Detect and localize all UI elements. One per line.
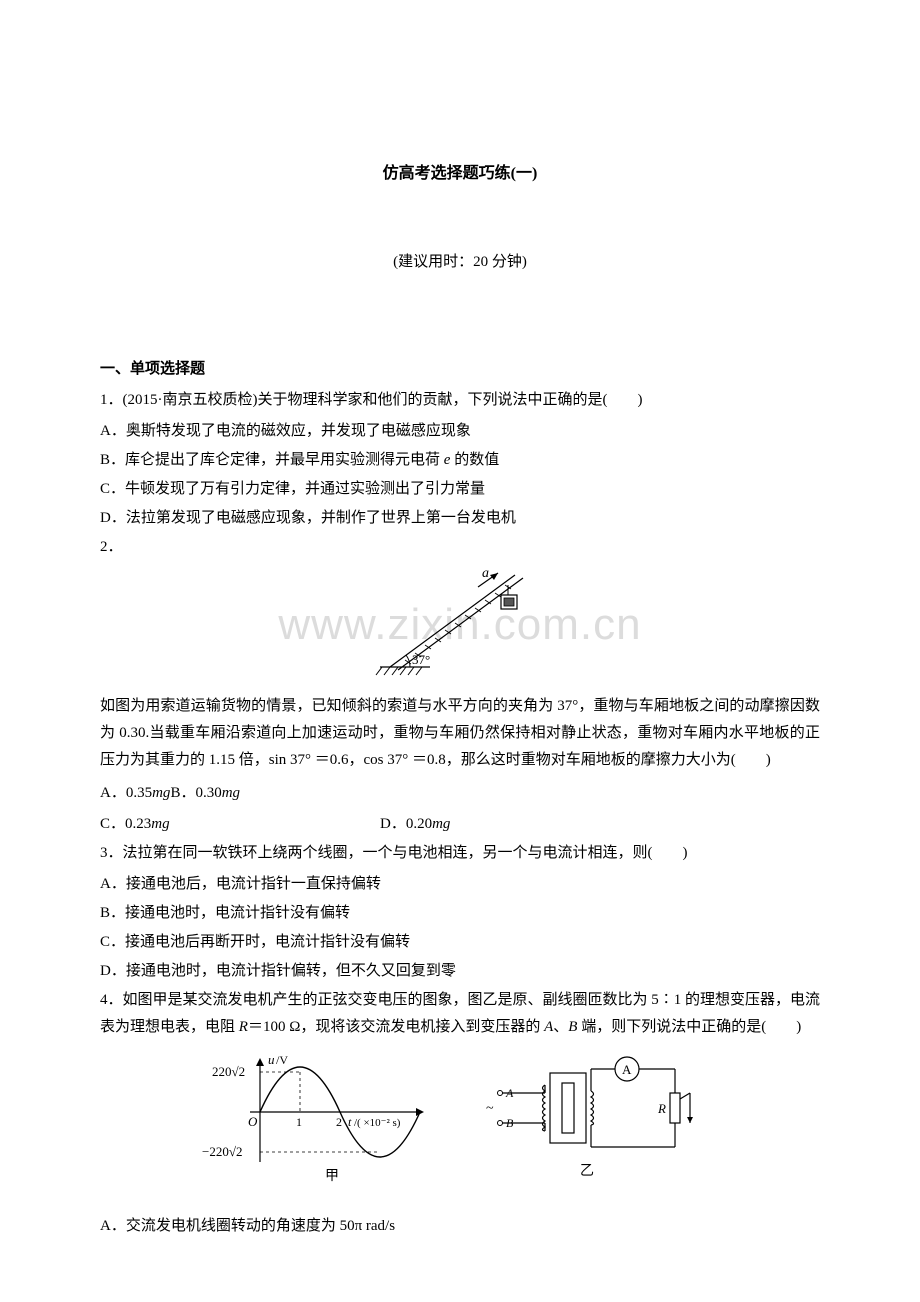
q2-opt-d: D．0.20mg — [380, 811, 450, 838]
arrow-label: a — [482, 567, 489, 581]
q2-row2: C．0.23mg D．0.20mg — [100, 809, 820, 840]
q2-stem: 如图为用索道运输货物的情景，已知倾斜的索道与水平方向的夹角为 37°，重物与车厢… — [100, 693, 820, 774]
section-header: 一、单项选择题 — [100, 356, 820, 383]
svg-text:/( ×10⁻² s): /( ×10⁻² s) — [354, 1117, 401, 1129]
y-top-label: 220√2 — [212, 1064, 245, 1079]
q3-opt-a: A．接通电池后，电流计指针一直保持偏转 — [100, 871, 820, 898]
q2-d-pre: D．0.20 — [380, 816, 432, 832]
y-bot-label: −220√2 — [202, 1144, 242, 1159]
q2-num: 2． — [100, 534, 820, 561]
q2-opt-c: C．0.23mg — [100, 811, 380, 838]
q2-opt-a: A．0.35mg — [100, 780, 170, 807]
q4-A: A — [544, 1019, 553, 1035]
ammeter-label: A — [622, 1062, 632, 1077]
caption-left: 甲 — [325, 1169, 339, 1184]
y-axis-label: u — [268, 1052, 275, 1067]
q1-stem: 1．(2015·南京五校质检)关于物理科学家和他们的贡献，下列说法中正确的是( … — [100, 387, 820, 414]
q1-b-post: 的数值 — [450, 452, 499, 468]
svg-text:t: t — [348, 1115, 352, 1129]
q3-stem: 3．法拉第在同一软铁环上绕两个线圈，一个与电池相连，另一个与电流计相连，则( ) — [100, 840, 820, 867]
svg-text:/V: /V — [276, 1053, 288, 1067]
q3-opt-d: D．接通电池时，电流计指针偏转，但不久又回复到零 — [100, 958, 820, 985]
q4-stem: 4．如图甲是某交流发电机产生的正弦交变电压的图象，图乙是原、副线圈匝数比为 5∶… — [100, 987, 820, 1041]
q4-figure: u /V 220√2 −220√2 O 1 2 t /( ×10⁻² s) 甲 … — [100, 1047, 820, 1207]
q1-opt-c: C．牛顿发现了万有引力定律，并通过实验测出了引力常量 — [100, 476, 820, 503]
q2-b-it: mg — [222, 785, 240, 801]
q1-opt-d: D．法拉第发现了电磁感应现象，并制作了世界上第一台发电机 — [100, 505, 820, 532]
q2-a-pre: A．0.35 — [100, 785, 152, 801]
q4-post: 端，则下列说法中正确的是( ) — [577, 1019, 801, 1035]
angle-label: 37° — [412, 652, 430, 667]
q2-row1: A．0.35mg B．0.30mg — [100, 778, 820, 809]
q2-c-pre: C．0.23 — [100, 816, 151, 832]
q1-b-pre: B．库仑提出了库仑定律，并最早用实验测得元电荷 — [100, 452, 444, 468]
q4-mid2: 、 — [553, 1019, 568, 1035]
q2-b-pre: B．0.30 — [170, 785, 221, 801]
page-subtitle: (建议用时：20 分钟) — [100, 249, 820, 276]
q4-R: R — [239, 1019, 248, 1035]
page-title: 仿高考选择题巧练(一) — [100, 160, 820, 189]
q2-svg: 37° a — [370, 567, 550, 677]
q4-opt-a: A．交流发电机线圈转动的角速度为 50π rad/s — [100, 1213, 820, 1240]
q4-svg: u /V 220√2 −220√2 O 1 2 t /( ×10⁻² s) 甲 … — [200, 1047, 720, 1197]
q1-opt-b: B．库仑提出了库仑定律，并最早用实验测得元电荷 e 的数值 — [100, 447, 820, 474]
x2-label: 2 — [336, 1115, 342, 1129]
origin-label: O — [248, 1114, 258, 1129]
q2-c-it: mg — [151, 816, 169, 832]
x1-label: 1 — [296, 1115, 302, 1129]
caption-right: 乙 — [580, 1163, 594, 1179]
q2-opt-b: B．0.30mg — [170, 780, 240, 807]
q3-opt-b: B．接通电池时，电流计指针没有偏转 — [100, 900, 820, 927]
q4-mid: ＝100 Ω，现将该交流发电机接入到变压器的 — [248, 1019, 544, 1035]
q2-figure: 37° a — [100, 567, 820, 687]
q2-d-it: mg — [432, 816, 450, 832]
q1-opt-a: A．奥斯特发现了电流的磁效应，并发现了电磁感应现象 — [100, 418, 820, 445]
q3-opt-c: C．接通电池后再断开时，电流计指针没有偏转 — [100, 929, 820, 956]
q2-a-it: mg — [152, 785, 170, 801]
page-content: 仿高考选择题巧练(一) (建议用时：20 分钟) 一、单项选择题 1．(2015… — [0, 0, 920, 1302]
svg-text:~: ~ — [486, 1101, 494, 1116]
resistor-label: R — [657, 1101, 666, 1116]
